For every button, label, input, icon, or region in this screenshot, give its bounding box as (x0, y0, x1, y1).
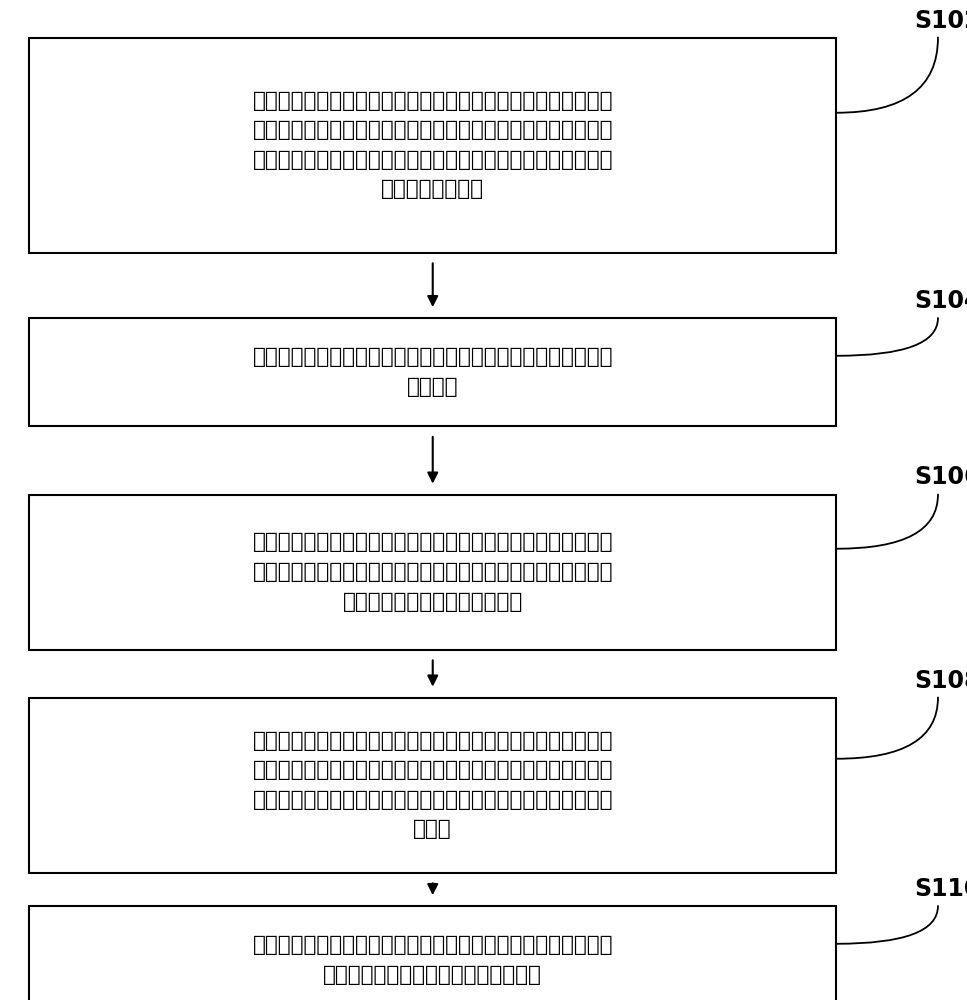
Text: S106: S106 (914, 466, 967, 490)
Bar (29, 698, 836, 872)
Text: 当监测到配置操作时，在终端的显示界面上显示交通信号机对应
的图形化配置界面，其中，该图形化配置界面中包括配置信号机
端子与路口信号灯关系的第一配置区，第一配置区: 当监测到配置操作时，在终端的显示界面上显示交通信号机对应 的图形化配置界面，其中… (252, 91, 613, 199)
Text: S108: S108 (914, 668, 967, 692)
Text: 接收作用于相位控件的设置操作，基于设置操作通过相位控件对
每个车道对应的信号灯的相位进行配置: 接收作用于相位控件的设置操作，基于设置操作通过相位控件对 每个车道对应的信号灯的… (252, 935, 613, 985)
Bar (29, 494, 836, 650)
Text: 接收作用于第一配置区的添加指令，在图形化配置界面中显示第
二配置区: 接收作用于第一配置区的添加指令，在图形化配置界面中显示第 二配置区 (252, 347, 613, 397)
Text: S104: S104 (914, 289, 967, 313)
Bar (29, 318, 836, 426)
Text: 当监测到添加完成指令时，在第二配置区显示灯时配置界面；其
中，在灯时配置界面中，每个信号灯标识和与每个信号灯标识关
联的相位控件依次排列，相位控件为表示信号灯对: 当监测到添加完成指令时，在第二配置区显示灯时配置界面；其 中，在灯时配置界面中，… (252, 731, 613, 839)
Bar (29, 906, 836, 1000)
Text: 根据添加指令在第二配置区中基于电子地图添加每个车道对应信
号灯的信号灯标识，并为每个信号灯标识关联相应的信号机端子
标识、路口信息和行驶方向信息: 根据添加指令在第二配置区中基于电子地图添加每个车道对应信 号灯的信号灯标识，并为… (252, 532, 613, 612)
Bar (29, 38, 836, 253)
Text: S102: S102 (914, 8, 967, 32)
Text: S110: S110 (914, 877, 967, 901)
